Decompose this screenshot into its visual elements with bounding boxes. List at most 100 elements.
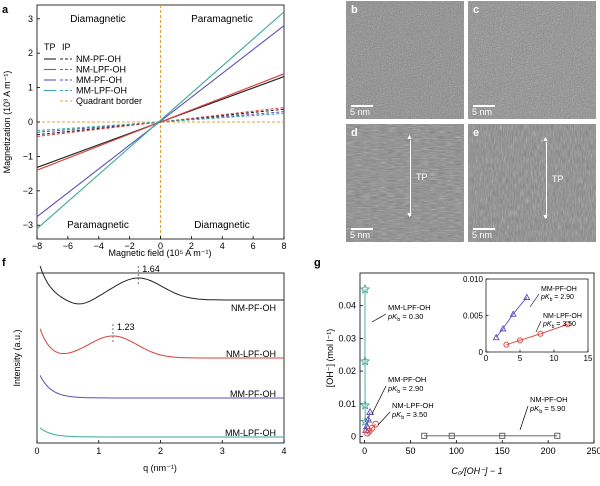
tem-image-b: b 5 nm: [346, 1, 464, 119]
data-point-circle: [368, 424, 376, 432]
panel-a-magnetization-chart: −8 −6 −4 −2 0 2 4 6 8 −3 −2 −1 0 1 2 3 Diamagnetic Para…: [2, 4, 287, 258]
panel-letter-d: d: [351, 127, 358, 139]
pk-subscript: b: [397, 317, 400, 323]
y-tick-label: 0.01: [338, 399, 356, 409]
data-point-triangle: [492, 333, 500, 341]
tp-arrow-head-bottom-d: ▼: [406, 212, 413, 219]
x-tick-label: 6: [251, 241, 256, 251]
pk-subscript: b: [539, 409, 542, 415]
scale-label-b: 5 nm: [350, 107, 371, 117]
pk-symbol: pK: [529, 404, 540, 413]
data-point-circle: [564, 321, 571, 328]
x-tick-label: −4: [94, 241, 104, 251]
series-label-nm-lpf-oh: NM-LPF-OH: [226, 349, 276, 359]
pk-symbol: pK: [387, 384, 398, 393]
panel-g-xlabel: C₀/[OH⁻] − 1: [451, 466, 502, 476]
y-tick-label: 2: [28, 48, 33, 58]
series-tp-line-nm-lpf-oh: [36, 73, 285, 171]
data-point-square: [448, 432, 455, 439]
tp-arrow-e: [546, 142, 547, 218]
data-point-triangle: [523, 293, 531, 300]
panel-a-xlabel: Magnetic field (10⁵ A m⁻¹): [108, 248, 211, 258]
y-tick-label: 0: [351, 431, 356, 441]
series-ip-line-mm-pf-oh: [36, 111, 285, 133]
panel-g-ylabel: [OH⁻] (mol l⁻¹): [325, 329, 335, 388]
annotation-nm-pf-oh: NM-PF-OH: [530, 395, 568, 404]
pk-symbol: pK: [391, 410, 402, 419]
panel-letter-a: a: [2, 4, 9, 16]
annotation-nm-lpf-oh: NM-LPF-OH: [392, 401, 434, 410]
annotation-arrow: [371, 385, 387, 415]
data-point-circle: [517, 337, 523, 344]
scale-label-e: 5 nm: [472, 230, 493, 240]
data-point-star: [359, 283, 370, 294]
data-point-circle: [503, 341, 510, 348]
data-point-square: [554, 432, 561, 439]
quadrant-label-top-left: Diamagnetic: [70, 14, 126, 25]
x-tick-label: 0: [362, 446, 367, 456]
scale-label-c: 5 nm: [472, 107, 493, 117]
data-point-triangle: [364, 415, 373, 423]
pk-symbol: pK: [542, 321, 552, 328]
legend-entry-mm-lpf-oh: MM-LPF-OH: [76, 86, 127, 96]
tem-image-e: e ▲ ▼ TP 5 nm: [468, 124, 596, 242]
series-tp-line-mm-lpf-oh: [36, 11, 285, 230]
series-line-mm-pf-oh: [39, 375, 284, 399]
y-tick-label: 0.03: [338, 333, 356, 343]
annotation-mm-pf-oh: MM-PF-OH: [388, 375, 426, 384]
legend-entry-nm-pf-oh: NM-PF-OH: [76, 54, 121, 64]
inset-frame: [485, 278, 589, 353]
tp-arrow-head-bottom-e: ▼: [542, 214, 549, 221]
pk-value: = 2.90: [552, 294, 574, 301]
series-ip-line-nm-pf-oh: [36, 108, 285, 136]
annotation-arrow: [371, 313, 387, 323]
y-tick-label: 0.02: [338, 366, 356, 376]
pk-symbol: pK: [387, 312, 398, 321]
panel-f-ylabel: Intensity (a.u.): [12, 329, 22, 386]
data-point-circle: [364, 429, 371, 437]
inset-x-tick-label: 5: [518, 354, 523, 363]
y-tick-label: 3: [28, 14, 33, 24]
series-ip-line-mm-lpf-oh: [36, 112, 285, 132]
panel-g-frame: [359, 272, 595, 444]
panel-a-ylabel: Magnetization (10³ A m⁻¹): [2, 71, 12, 174]
scale-bar-d: [351, 228, 373, 230]
inset-series-line-nm-lpf-oh: [506, 323, 568, 346]
inset-label-mm-pf-oh: MM-PF-OH: [541, 286, 577, 293]
x-tick-label: −6: [63, 241, 73, 251]
panel-letter-c: c: [473, 4, 480, 16]
x-tick-label: 2: [158, 446, 163, 456]
x-tick-label: −2: [124, 241, 134, 251]
y-tick-label: −3: [23, 220, 33, 230]
inset-x-tick-label: 15: [584, 354, 593, 363]
series-tp-line-mm-pf-oh: [36, 25, 285, 218]
x-tick-label: 4: [220, 241, 225, 251]
inset-x-tick-label: 0: [484, 354, 489, 363]
inset-label-nm-lpf-oh: NM-LPF-OH: [543, 313, 582, 320]
pk-subscript: b: [550, 297, 553, 303]
pk-symbol: pK: [540, 294, 550, 301]
inset-arrow: [535, 320, 542, 333]
y-tick-label: −1: [23, 151, 33, 161]
peak-label-nm-lpf-oh: 1.23: [117, 322, 135, 332]
tp-label-e: TP: [552, 174, 564, 184]
annotation-pk-nm-pf-oh: pKb = 5.90: [529, 404, 565, 415]
data-point-square: [421, 432, 428, 439]
y-tick-label: −2: [23, 186, 33, 196]
series-label-mm-lpf-oh: MM-LPF-OH: [225, 428, 276, 438]
x-tick-label: 0: [158, 241, 163, 251]
data-point-triangle: [362, 421, 371, 430]
scale-bar-c: [473, 105, 495, 107]
x-tick-label: 250: [586, 446, 600, 456]
data-point-star: [360, 355, 371, 366]
inset-y-tick-label: 0: [479, 348, 484, 357]
data-point-star: [359, 400, 371, 410]
series-line-mm-lpf-oh: [39, 427, 284, 438]
scale-label-d: 5 nm: [350, 230, 371, 240]
x-tick-label: 1: [96, 446, 101, 456]
x-tick-label: 200: [541, 446, 556, 456]
x-tick-label: 8: [281, 241, 286, 251]
tem-image-d: d ▲ ▼ TP 5 nm: [346, 124, 464, 242]
